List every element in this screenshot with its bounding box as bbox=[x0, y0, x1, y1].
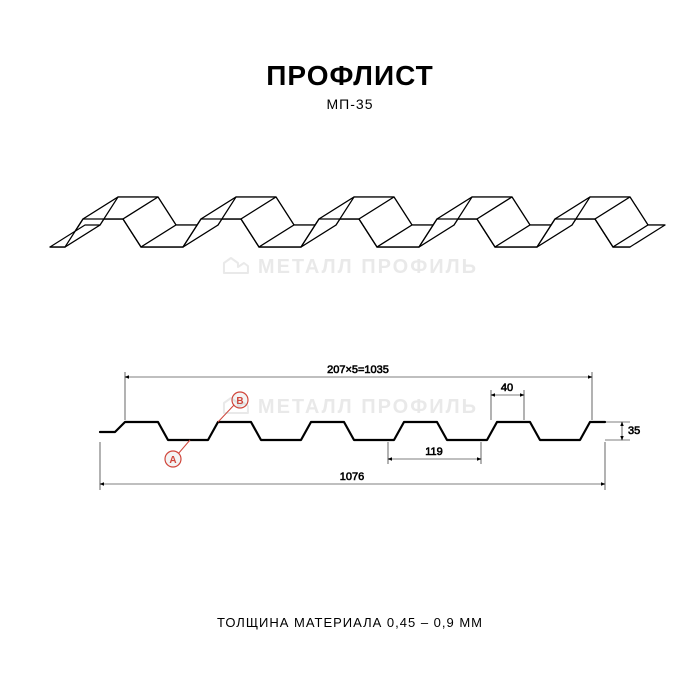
page-title: ПРОФЛИСТ bbox=[0, 60, 700, 92]
technical-drawing: 207×5=1035 40 35 119 1076 bbox=[0, 342, 700, 522]
marker-b: B bbox=[218, 392, 248, 422]
dim-pitch: 119 bbox=[425, 446, 443, 458]
dim-top-total: 207×5=1035 bbox=[327, 364, 389, 376]
cross-section-path bbox=[100, 422, 605, 440]
header: ПРОФЛИСТ МП-35 bbox=[0, 0, 700, 112]
svg-text:B: B bbox=[236, 396, 243, 407]
perspective-svg bbox=[30, 152, 670, 282]
svg-text:A: A bbox=[169, 455, 176, 466]
perspective-drawing bbox=[0, 152, 700, 282]
marker-a: A bbox=[165, 440, 190, 467]
page-subtitle: МП-35 bbox=[0, 96, 700, 112]
technical-svg: 207×5=1035 40 35 119 1076 bbox=[30, 342, 670, 522]
footer-text: ТОЛЩИНА МАТЕРИАЛА 0,45 – 0,9 ММ bbox=[0, 615, 700, 630]
dim-bottom-total: 1076 bbox=[340, 471, 364, 483]
dim-crest: 40 bbox=[501, 382, 513, 394]
footer: ТОЛЩИНА МАТЕРИАЛА 0,45 – 0,9 ММ bbox=[0, 615, 700, 630]
dim-height: 35 bbox=[628, 425, 640, 437]
